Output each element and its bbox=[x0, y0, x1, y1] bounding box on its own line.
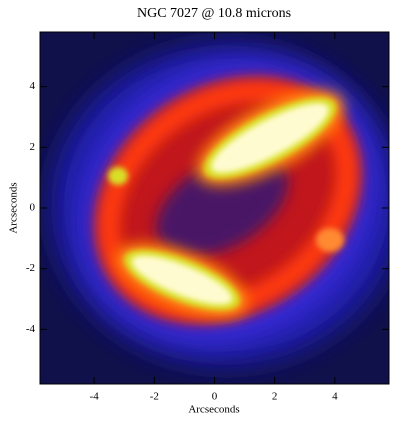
y-axis-label: Arcseconds bbox=[8, 182, 20, 233]
chart-title: NGC 7027 @ 10.8 microns bbox=[137, 6, 291, 21]
y-tick-label: 2 bbox=[30, 141, 36, 153]
y-tick-label: 4 bbox=[30, 80, 36, 92]
x-tick-label: 2 bbox=[272, 391, 278, 403]
image bbox=[40, 32, 389, 384]
y-tick-label: -4 bbox=[26, 323, 36, 335]
x-tick-label: -2 bbox=[150, 391, 159, 403]
x-tick-label: 0 bbox=[212, 391, 218, 403]
x-axis-label: Arcseconds bbox=[188, 404, 239, 416]
y-tick-label: 0 bbox=[30, 202, 36, 214]
x-tick-label: -4 bbox=[90, 391, 100, 403]
y-tick-label: -2 bbox=[26, 262, 35, 274]
x-tick-label: 4 bbox=[332, 391, 338, 403]
